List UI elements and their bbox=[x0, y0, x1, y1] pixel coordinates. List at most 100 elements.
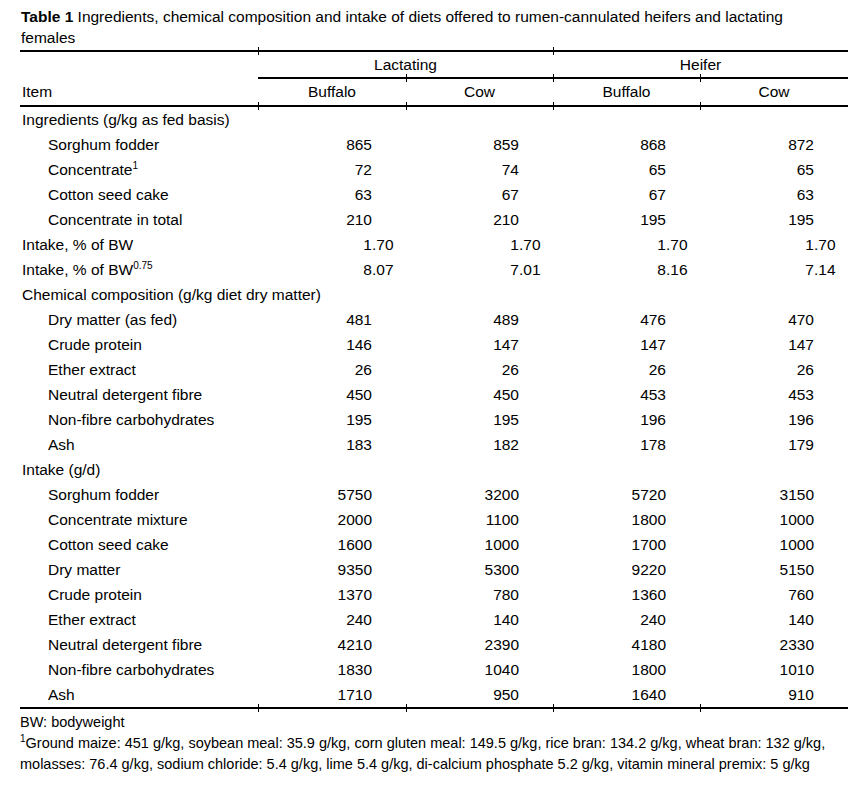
row-label: Neutral detergent fibre bbox=[20, 632, 258, 657]
column-header-lactating-buffalo: Buffalo bbox=[258, 79, 406, 105]
value-cell: 476 bbox=[553, 307, 700, 332]
value-cell: 950 bbox=[406, 682, 553, 707]
value-cell: 8.16 bbox=[553, 257, 700, 282]
value-cell: 868 bbox=[553, 132, 700, 157]
superscript: 0.75 bbox=[133, 260, 152, 271]
value-cell: 210 bbox=[406, 207, 553, 232]
row-label: Intake, % of BW bbox=[20, 232, 258, 257]
column-header-item: Item bbox=[20, 79, 258, 105]
value-cell: 450 bbox=[406, 382, 553, 407]
column-tick bbox=[700, 74, 701, 82]
table-row: Sorghum fodder5750320057203150 bbox=[20, 482, 848, 507]
row-label: Cotton seed cake bbox=[20, 532, 258, 557]
value-cell: 9220 bbox=[553, 557, 700, 582]
value-cell: 910 bbox=[700, 682, 848, 707]
value-cell: 5300 bbox=[406, 557, 553, 582]
value-cell: 147 bbox=[553, 332, 700, 357]
superscript: 1 bbox=[132, 160, 138, 171]
value-cell: 1000 bbox=[700, 532, 848, 557]
value-cell: 7.01 bbox=[406, 257, 553, 282]
column-tick bbox=[553, 704, 554, 712]
value-cell: 1640 bbox=[553, 682, 700, 707]
column-tick bbox=[553, 47, 554, 55]
table-body: Ingredients (g/kg as fed basis)Sorghum f… bbox=[20, 107, 848, 707]
column-tick bbox=[406, 102, 407, 110]
value-cell: 1600 bbox=[258, 532, 406, 557]
group-header-row: Lactating Heifer bbox=[20, 52, 848, 77]
value-cell: 147 bbox=[700, 332, 848, 357]
value-cell: 2330 bbox=[700, 632, 848, 657]
value-cell: 179 bbox=[700, 432, 848, 457]
table-row: Crude protein13707801360760 bbox=[20, 582, 848, 607]
value-cell: 1.70 bbox=[258, 232, 406, 257]
column-tick bbox=[258, 704, 259, 712]
row-label: Non-fibre carbohydrates bbox=[20, 407, 258, 432]
value-cell: 780 bbox=[406, 582, 553, 607]
table-row: Cotton seed cake63676763 bbox=[20, 182, 848, 207]
table-rule-top bbox=[20, 50, 848, 52]
table-footnotes: BW: bodyweight1Ground maize: 451 g/kg, s… bbox=[20, 712, 848, 775]
value-cell: 1800 bbox=[553, 657, 700, 682]
value-cell: 453 bbox=[700, 382, 848, 407]
table-caption-number: Table 1 bbox=[21, 8, 73, 25]
value-cell: 65 bbox=[700, 157, 848, 182]
value-cell: 72 bbox=[258, 157, 406, 182]
value-cell: 453 bbox=[553, 382, 700, 407]
table-row: Dry matter (as fed)481489476470 bbox=[20, 307, 848, 332]
table-row: Concentrate mixture2000110018001000 bbox=[20, 507, 848, 532]
value-cell: 74 bbox=[406, 157, 553, 182]
column-tick bbox=[406, 704, 407, 712]
table-row: Neutral detergent fibre450450453453 bbox=[20, 382, 848, 407]
row-label: Ether extract bbox=[20, 607, 258, 632]
value-cell: 26 bbox=[553, 357, 700, 382]
value-cell: 1.70 bbox=[406, 232, 553, 257]
value-cell: 240 bbox=[553, 607, 700, 632]
table-row: Ash183182178179 bbox=[20, 432, 848, 457]
row-label: Intake, % of BW0.75 bbox=[20, 257, 258, 282]
column-tick bbox=[258, 102, 259, 110]
value-cell: 195 bbox=[553, 207, 700, 232]
value-cell: 63 bbox=[258, 182, 406, 207]
value-cell: 196 bbox=[553, 407, 700, 432]
value-cell: 147 bbox=[406, 332, 553, 357]
value-cell: 67 bbox=[406, 182, 553, 207]
column-tick bbox=[553, 74, 554, 82]
table-row: Non-fibre carbohydrates1830104018001010 bbox=[20, 657, 848, 682]
value-cell: 1800 bbox=[553, 507, 700, 532]
value-cell: 26 bbox=[258, 357, 406, 382]
table-row: Intake, % of BW1.701.701.701.70 bbox=[20, 232, 848, 257]
value-cell: 1360 bbox=[553, 582, 700, 607]
value-cell: 1.70 bbox=[700, 232, 848, 257]
value-cell: 4210 bbox=[258, 632, 406, 657]
row-label: Sorghum fodder bbox=[20, 482, 258, 507]
value-cell: 450 bbox=[258, 382, 406, 407]
table-row: Sorghum fodder865859868872 bbox=[20, 132, 848, 157]
value-cell: 2390 bbox=[406, 632, 553, 657]
table-row: Cotton seed cake1600100017001000 bbox=[20, 532, 848, 557]
value-cell: 5720 bbox=[553, 482, 700, 507]
row-label: Chemical composition (g/kg diet dry matt… bbox=[20, 282, 258, 307]
table-row: Concentrate172746565 bbox=[20, 157, 848, 182]
value-cell: 196 bbox=[700, 407, 848, 432]
value-cell: 5150 bbox=[700, 557, 848, 582]
column-tick bbox=[700, 704, 701, 712]
value-cell: 3200 bbox=[406, 482, 553, 507]
column-tick bbox=[553, 102, 554, 110]
column-tick bbox=[700, 102, 701, 110]
column-tick bbox=[406, 74, 407, 82]
row-label: Cotton seed cake bbox=[20, 182, 258, 207]
row-label: Sorghum fodder bbox=[20, 132, 258, 157]
value-cell: 63 bbox=[700, 182, 848, 207]
value-cell: 4180 bbox=[553, 632, 700, 657]
value-cell: 8.07 bbox=[258, 257, 406, 282]
table-row: Ether extract240140240140 bbox=[20, 607, 848, 632]
table-row: Non-fibre carbohydrates195195196196 bbox=[20, 407, 848, 432]
footnote-text: Ground maize: 451 g/kg, soybean meal: 35… bbox=[20, 735, 825, 772]
paper-table-page: Table 1 Ingredients, chemical compositio… bbox=[0, 0, 865, 792]
value-cell: 240 bbox=[258, 607, 406, 632]
value-cell: 859 bbox=[406, 132, 553, 157]
footnote-line: BW: bodyweight bbox=[20, 712, 848, 733]
section-header-row: Intake (g/d) bbox=[20, 457, 848, 482]
value-cell: 1.70 bbox=[553, 232, 700, 257]
table-rule-group-underline bbox=[258, 77, 848, 79]
